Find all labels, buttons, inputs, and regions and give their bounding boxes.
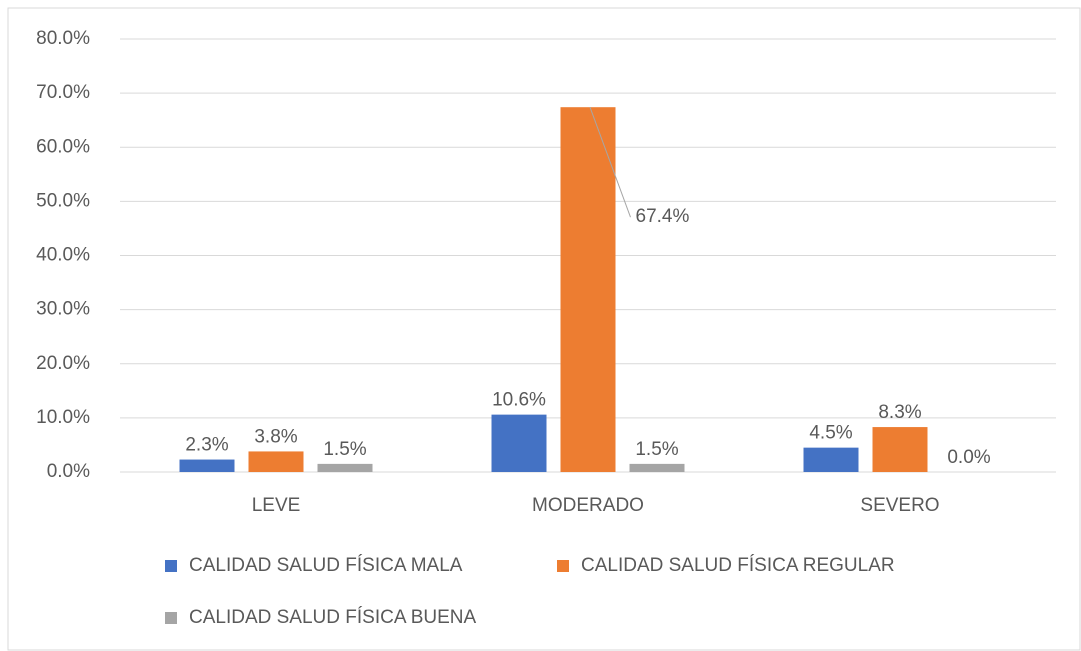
x-tick-label: LEVE xyxy=(252,495,301,516)
y-tick-label: 50.0% xyxy=(36,190,90,211)
data-label: 8.3% xyxy=(878,402,921,423)
data-label: 10.6% xyxy=(492,390,546,411)
y-tick-label: 60.0% xyxy=(36,136,90,157)
leader-line xyxy=(589,107,631,218)
y-tick-label: 80.0% xyxy=(36,28,90,49)
x-tick-label: SEVERO xyxy=(860,495,939,516)
bar xyxy=(560,107,616,472)
data-label: 0.0% xyxy=(947,447,990,468)
bar xyxy=(629,463,685,472)
legend-label: CALIDAD SALUD FÍSICA MALA xyxy=(189,555,463,576)
bar xyxy=(248,451,304,472)
x-tick-label: MODERADO xyxy=(532,495,644,516)
data-label: 3.8% xyxy=(254,426,297,447)
bar xyxy=(491,414,547,472)
bar xyxy=(803,447,859,472)
y-tick-label: 70.0% xyxy=(36,82,90,103)
legend-swatch xyxy=(165,612,177,624)
bar xyxy=(179,459,235,472)
data-label: 2.3% xyxy=(185,435,228,456)
data-label: 4.5% xyxy=(809,423,852,444)
y-tick-label: 0.0% xyxy=(47,461,90,482)
data-label: 67.4% xyxy=(636,206,690,227)
bar xyxy=(317,463,373,472)
legend-label: CALIDAD SALUD FÍSICA BUENA xyxy=(189,607,477,628)
y-tick-label: 30.0% xyxy=(36,299,90,320)
chart-frame xyxy=(7,7,1081,651)
y-tick-label: 40.0% xyxy=(36,245,90,266)
y-tick-label: 20.0% xyxy=(36,353,90,374)
legend-swatch xyxy=(165,560,177,572)
y-tick-label: 10.0% xyxy=(36,407,90,428)
data-label: 1.5% xyxy=(323,439,366,460)
bar xyxy=(872,427,928,472)
legend-label: CALIDAD SALUD FÍSICA REGULAR xyxy=(581,555,895,576)
data-label: 1.5% xyxy=(635,439,678,460)
legend-swatch xyxy=(557,560,569,572)
